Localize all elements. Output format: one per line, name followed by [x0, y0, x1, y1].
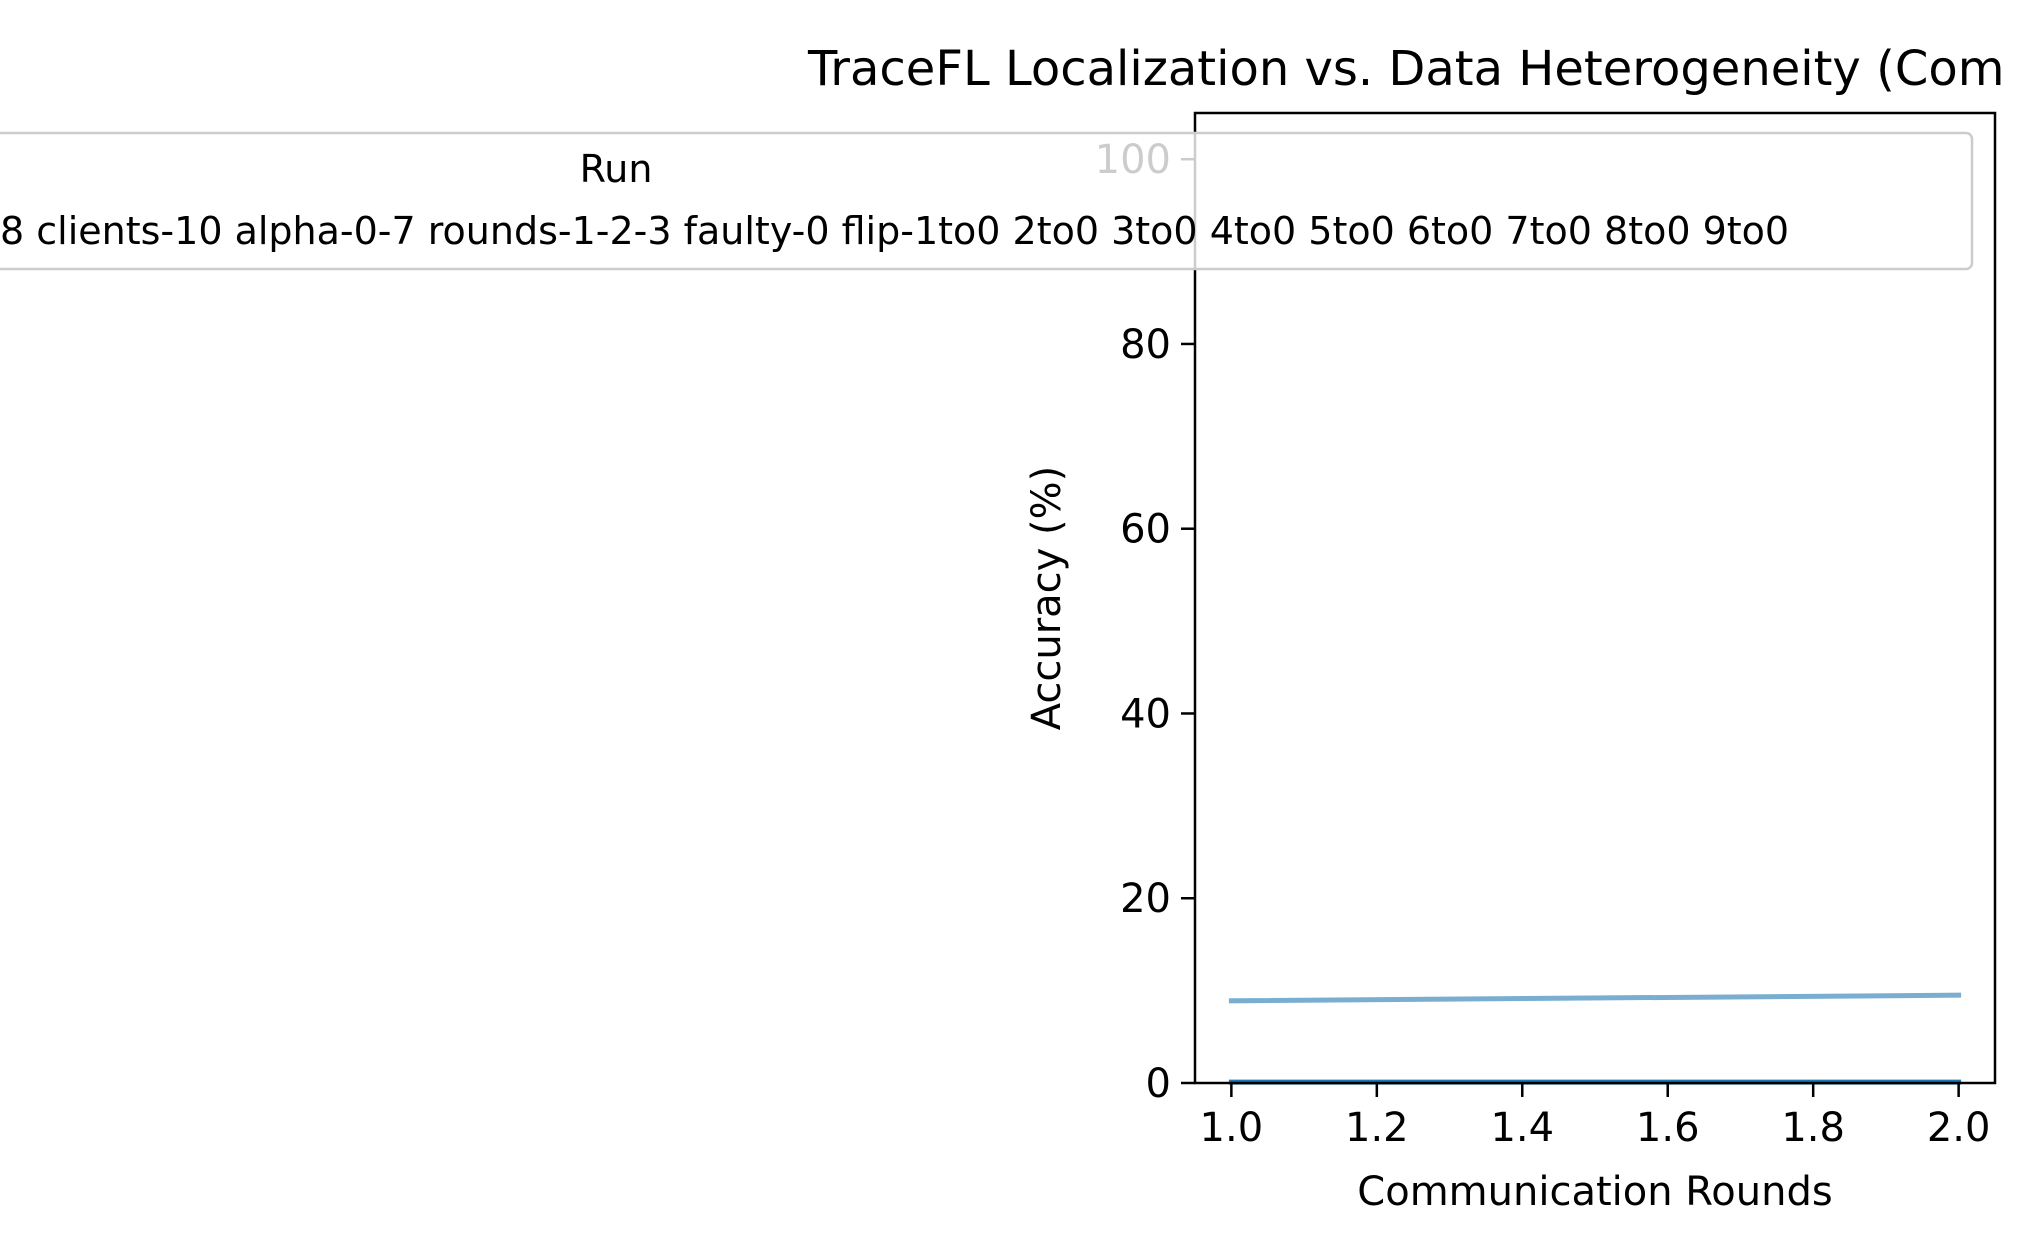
- x-tick-label: 1.2: [1345, 1105, 1409, 1151]
- y-axis-label: Accuracy (%): [1024, 466, 1070, 731]
- y-tick-label: 80: [1120, 322, 1171, 368]
- chart-title: TraceFL Localization vs. Data Heterogene…: [807, 41, 2004, 97]
- x-tick-label: 1.6: [1636, 1105, 1700, 1151]
- plot-area-frame: [1193, 111, 1997, 1085]
- y-tick-label: 20: [1120, 876, 1171, 922]
- x-tick-label: 1.0: [1200, 1105, 1264, 1151]
- x-axis: 1.0 1.2 1.4 1.6 1.8 2.0: [1200, 1083, 1991, 1151]
- legend-box: [0, 131, 1974, 271]
- x-axis-label: Communication Rounds: [1357, 1169, 1832, 1215]
- series-line-1: [1228, 992, 1962, 1004]
- x-tick-label: 2.0: [1927, 1105, 1991, 1151]
- y-tick-label: 40: [1120, 691, 1171, 737]
- legend-entry: 8 clients-10 alpha-0-7 rounds-1-2-3 faul…: [0, 209, 1789, 253]
- legend-title: Run: [580, 147, 653, 191]
- y-tick-label: 60: [1120, 507, 1171, 553]
- x-tick-label: 1.4: [1490, 1105, 1554, 1151]
- x-tick-label: 1.8: [1781, 1105, 1845, 1151]
- legend: Run 8 clients-10 alpha-0-7 rounds-1-2-3 …: [0, 131, 1974, 271]
- y-tick-label: 0: [1146, 1061, 1171, 1107]
